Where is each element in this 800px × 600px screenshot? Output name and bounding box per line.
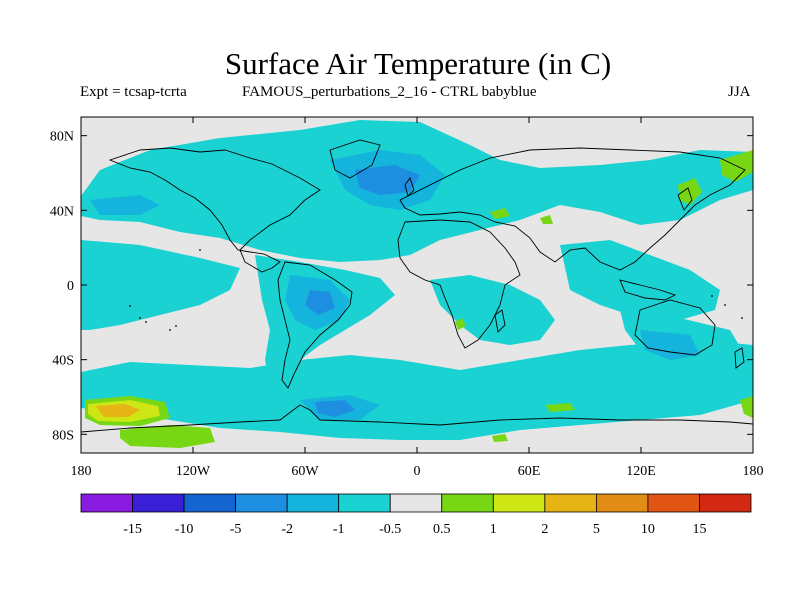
lon-tick-label: 120W [176, 464, 211, 479]
coastlines [81, 139, 753, 433]
colorbar: -15 -10 -5 -2 -1 -0.5 0.5 1 2 5 10 15 [80, 493, 752, 537]
colorbar-label: -10 [175, 522, 194, 537]
lat-tick-label: 40S [52, 354, 74, 369]
lon-tick-label: 60W [291, 464, 319, 479]
longitude-axis: 180 120W 60W 0 60E 120E 180 [71, 117, 764, 479]
lat-tick-label: 40N [50, 204, 74, 219]
colorbar-label: -5 [230, 522, 242, 537]
colorbar-swatch [389, 493, 443, 513]
anomaly-fill-blue [305, 165, 420, 417]
map-title: Surface Air Temperature (in C) [224, 46, 612, 81]
colorbar-label: -1 [333, 522, 345, 537]
colorbar-swatch [544, 493, 597, 513]
colorbar-swatch [441, 493, 494, 513]
season-label: JJA [728, 84, 751, 100]
lon-tick-label: 120E [626, 464, 656, 479]
colorbar-swatch [80, 493, 133, 513]
colorbar-swatch [492, 493, 546, 513]
colorbar-label: 10 [641, 522, 655, 537]
comparison-label: FAMOUS_perturbations_2_16 - CTRL babyblu… [242, 84, 537, 100]
colorbar-label: 0.5 [433, 522, 451, 537]
lon-tick-label: 180 [71, 464, 92, 479]
colorbar-swatch [647, 493, 700, 513]
colorbar-swatch [183, 493, 237, 513]
lon-tick-label: 60E [518, 464, 541, 479]
map-panel [81, 117, 753, 453]
colorbar-swatch [699, 493, 752, 513]
colorbar-label: -2 [281, 522, 293, 537]
island-dots [129, 249, 743, 331]
experiment-label: Expt = tcsap-tcrta [80, 84, 187, 100]
lon-tick-label: 180 [743, 464, 764, 479]
latitude-axis: 80N 40N 0 40S 80S [50, 130, 753, 443]
colorbar-swatch [286, 493, 340, 513]
lat-tick-label: 0 [67, 279, 74, 294]
colorbar-label: 2 [541, 522, 548, 537]
colorbar-label: 5 [593, 522, 600, 537]
colorbar-label: 15 [692, 522, 706, 537]
anomaly-fill-yellow-orange [88, 400, 160, 422]
colorbar-swatch [235, 493, 288, 513]
lon-tick-label: 0 [414, 464, 421, 479]
colorbar-swatch [132, 493, 185, 513]
colorbar-label: -15 [123, 522, 142, 537]
colorbar-swatch [338, 493, 391, 513]
colorbar-swatch [595, 493, 649, 513]
lat-tick-label: 80S [52, 428, 74, 443]
colorbar-label: 1 [490, 522, 497, 537]
lat-tick-label: 80N [50, 130, 74, 145]
colorbar-label: -0.5 [379, 522, 401, 537]
